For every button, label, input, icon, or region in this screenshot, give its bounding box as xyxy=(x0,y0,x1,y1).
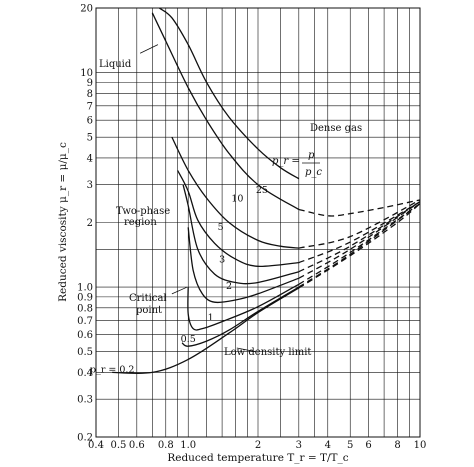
x-tick-label: 0.6 xyxy=(129,440,145,451)
annotation-two-phase-line2: region xyxy=(124,217,157,228)
liquid-leader xyxy=(139,44,159,54)
x-tick-label: 10 xyxy=(414,440,427,451)
pr-definition-numerator: p xyxy=(308,150,315,161)
y-axis-label: Reduced viscosity μ_r = μ/μ_c xyxy=(57,142,69,302)
y-tick-label: 9 xyxy=(87,78,93,89)
annotation-low-density-limit: Low density limit xyxy=(224,347,311,358)
x-tick-label: 0.4 xyxy=(88,440,104,451)
annotation-dense-gas: Dense gas xyxy=(310,123,362,134)
series-line-8 xyxy=(158,7,300,180)
series-label-6: 10 xyxy=(231,194,243,205)
annotation-two-phase-line1: Two-phase xyxy=(116,206,170,217)
tick-labels: 0.4 0.5 0.6 0.8 1.0 2 3 4 5 6 8 100.20.30.40.50.60.… xyxy=(77,4,426,452)
annotation-liquid: Liquid xyxy=(99,59,132,70)
low-density-leader xyxy=(236,347,256,353)
series-line-0 xyxy=(112,287,300,375)
series-line-dashed-5 xyxy=(298,201,421,264)
x-tick-label: 5 xyxy=(347,440,353,451)
y-tick-label: 8 xyxy=(87,89,93,100)
series-line-dashed-2 xyxy=(298,203,421,285)
x-tick-label: 1.0 xyxy=(180,440,196,451)
series-line-7 xyxy=(151,12,300,211)
y-tick-label: 0.2 xyxy=(77,433,93,444)
y-tick-label: 5 xyxy=(87,133,93,144)
y-tick-label: 0.8 xyxy=(77,303,93,314)
series-label-5: 5 xyxy=(218,222,224,233)
plot-frame xyxy=(95,7,421,438)
series-line-dashed-6 xyxy=(298,199,421,249)
series-line-5 xyxy=(177,170,299,267)
series-line-2 xyxy=(187,283,300,331)
annotation-leaders xyxy=(139,44,256,353)
series-label-2: 1 xyxy=(208,312,214,323)
pr-definition-denominator: p_c xyxy=(305,167,322,178)
y-tick-label: 7 xyxy=(87,101,93,112)
x-tick-label: 6 xyxy=(365,440,371,451)
y-tick-label: 0.9 xyxy=(77,292,93,303)
series-line-4 xyxy=(182,184,299,285)
x-tick-label: 8 xyxy=(394,440,400,451)
x-tick-label: 0.5 xyxy=(111,440,127,451)
critical-point-leader xyxy=(171,286,188,295)
y-tick-label: 0.4 xyxy=(77,368,93,379)
y-tick-label: 0.5 xyxy=(77,347,93,358)
y-tick-label: 3 xyxy=(87,180,93,191)
y-tick-label: 10 xyxy=(80,68,93,79)
annotation-critical-line1: Critical xyxy=(129,293,167,304)
y-tick-label: 20 xyxy=(80,4,93,15)
y-tick-label: 0.3 xyxy=(77,395,93,406)
y-tick-label: 4 xyxy=(87,153,93,164)
pr-definition-lhs: p_r = xyxy=(272,156,300,167)
series-line-dashed-0 xyxy=(298,203,421,289)
y-tick-label: 2 xyxy=(87,218,93,229)
series-label-4: 3 xyxy=(219,255,225,266)
x-tick-label: 2 xyxy=(255,440,261,451)
series-line-dashed-4 xyxy=(298,201,421,273)
series-label-7: 25 xyxy=(256,185,268,196)
x-tick-label: 4 xyxy=(325,440,331,451)
series-label-1: 0.5 xyxy=(181,334,196,345)
series-label-3: 2 xyxy=(226,281,232,292)
series-line-dashed-7 xyxy=(298,199,421,217)
y-tick-label: 0.7 xyxy=(77,316,93,327)
y-tick-label: 1.0 xyxy=(77,283,93,294)
series-line-dashed-3 xyxy=(298,201,421,279)
x-axis-label: Reduced temperature T_r = T/T_c xyxy=(167,452,348,464)
series-line-3 xyxy=(187,227,300,304)
series-line-1 xyxy=(181,286,300,347)
x-tick-label: 3 xyxy=(296,440,302,451)
series-line-dashed-1 xyxy=(298,203,421,288)
y-tick-label: 0.6 xyxy=(77,330,93,341)
series-label-0: p_r = 0.2 xyxy=(90,364,134,375)
annotation-critical-line2: point xyxy=(136,305,162,316)
y-tick-label: 6 xyxy=(87,116,93,127)
series-line-6 xyxy=(171,136,299,249)
x-tick-label: 0.8 xyxy=(158,440,174,451)
